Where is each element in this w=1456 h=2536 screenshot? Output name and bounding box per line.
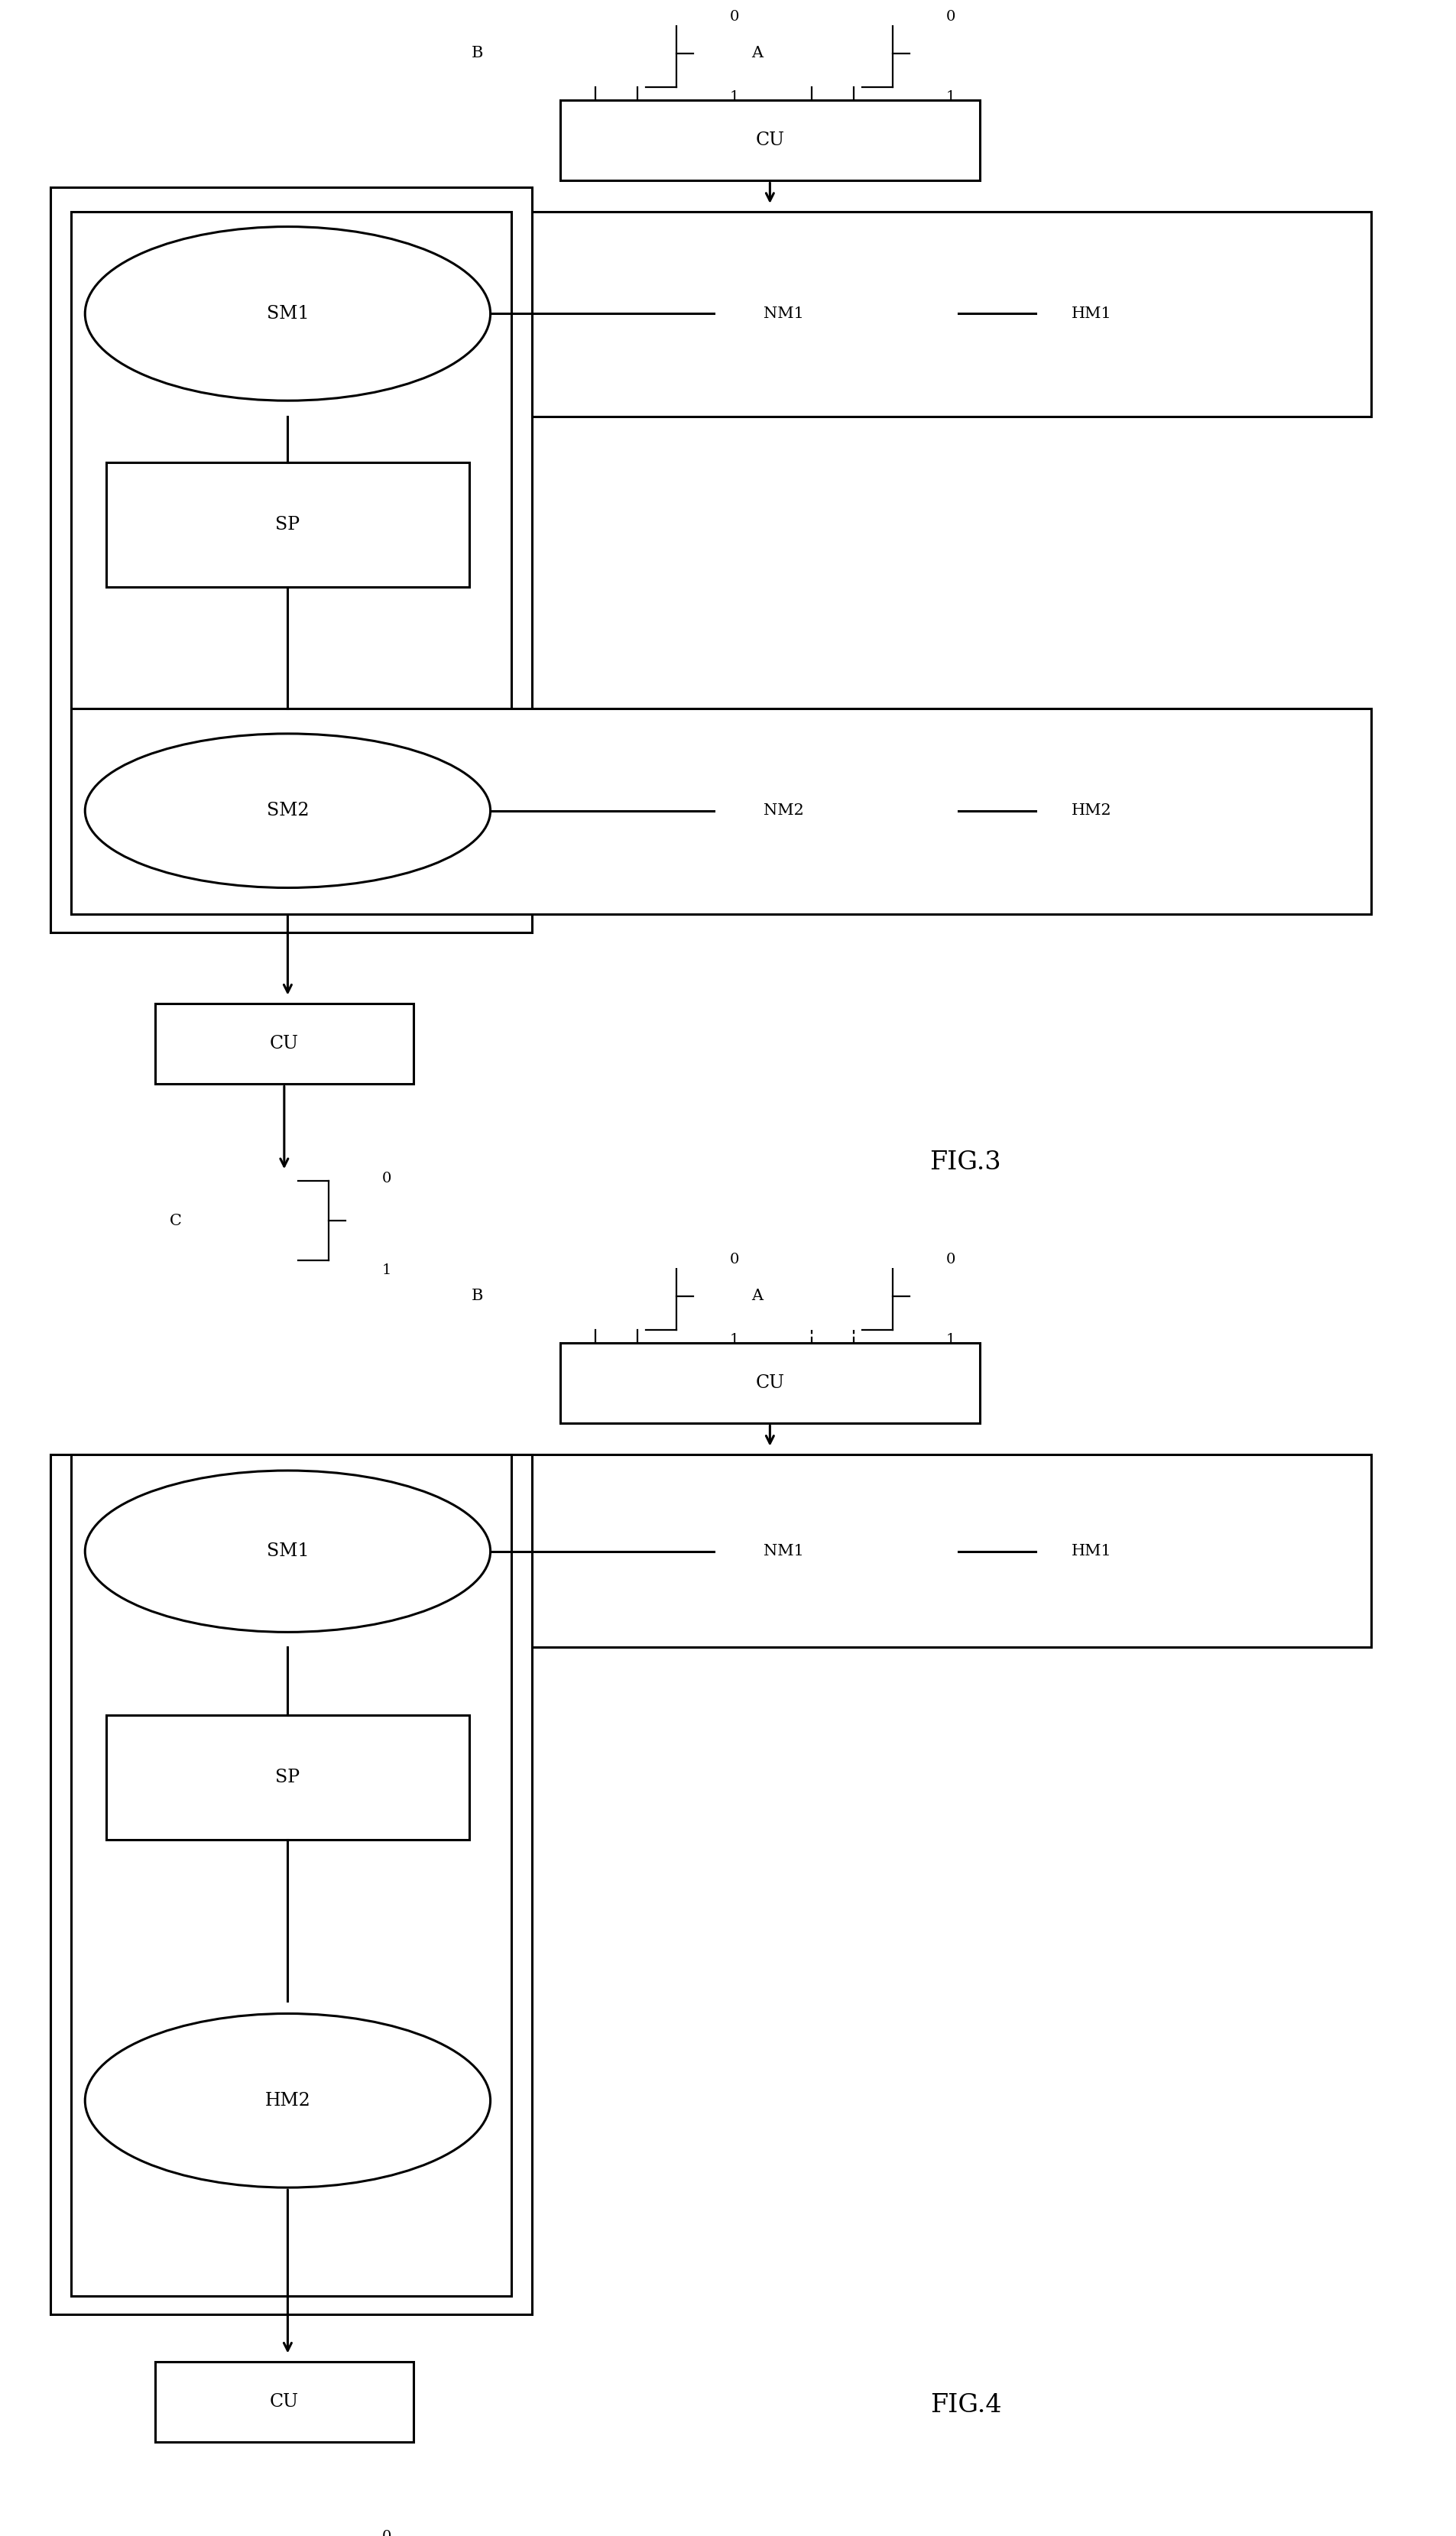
Ellipse shape — [84, 226, 491, 401]
Text: SM1: SM1 — [266, 1542, 309, 1560]
Text: SM2: SM2 — [266, 801, 309, 819]
Text: CU: CU — [756, 1375, 785, 1392]
Bar — [106, 462, 469, 586]
Bar — [71, 710, 1372, 913]
Text: NM1: NM1 — [764, 307, 804, 322]
Text: 1: 1 — [729, 1334, 738, 1347]
Bar — [154, 2361, 414, 2442]
Bar — [50, 188, 533, 933]
Text: SP: SP — [275, 517, 300, 533]
Text: A: A — [751, 1288, 763, 1304]
Text: 1: 1 — [946, 1334, 955, 1347]
Text: 0: 0 — [729, 10, 738, 23]
Bar — [50, 1456, 533, 2315]
Text: HM2: HM2 — [1072, 804, 1111, 819]
Text: B: B — [472, 46, 483, 61]
Text: 1: 1 — [381, 1263, 392, 1278]
Text: 0: 0 — [729, 1253, 738, 1265]
Text: HM2: HM2 — [265, 2092, 310, 2110]
Text: FIG.3: FIG.3 — [930, 1151, 1002, 1174]
Bar — [561, 1342, 980, 1423]
Bar — [71, 1456, 1372, 1646]
Bar — [561, 99, 980, 180]
Text: NM2: NM2 — [764, 804, 804, 819]
Text: SP: SP — [275, 1768, 300, 1785]
Text: NM1: NM1 — [764, 1544, 804, 1560]
Text: HM1: HM1 — [1072, 307, 1111, 322]
Text: CU: CU — [269, 2394, 298, 2412]
Bar — [71, 213, 1372, 416]
Ellipse shape — [84, 1471, 491, 1633]
Bar — [154, 1004, 414, 1083]
Text: C: C — [170, 1215, 182, 1227]
Bar — [71, 1456, 511, 2295]
Text: 0: 0 — [381, 1172, 392, 1184]
Ellipse shape — [84, 2014, 491, 2189]
Ellipse shape — [84, 733, 491, 888]
Text: A: A — [751, 46, 763, 61]
Text: 0: 0 — [381, 2531, 392, 2536]
Text: CU: CU — [756, 132, 785, 150]
Text: B: B — [472, 1288, 483, 1304]
Text: HM1: HM1 — [1072, 1544, 1111, 1560]
Text: 1: 1 — [946, 91, 955, 104]
Text: CU: CU — [269, 1035, 298, 1052]
Text: 1: 1 — [729, 91, 738, 104]
Text: SM1: SM1 — [266, 304, 309, 322]
Bar — [71, 213, 511, 913]
Text: 0: 0 — [946, 10, 955, 23]
Bar — [106, 1714, 469, 1839]
Text: FIG.4: FIG.4 — [930, 2394, 1002, 2417]
Text: 0: 0 — [946, 1253, 955, 1265]
